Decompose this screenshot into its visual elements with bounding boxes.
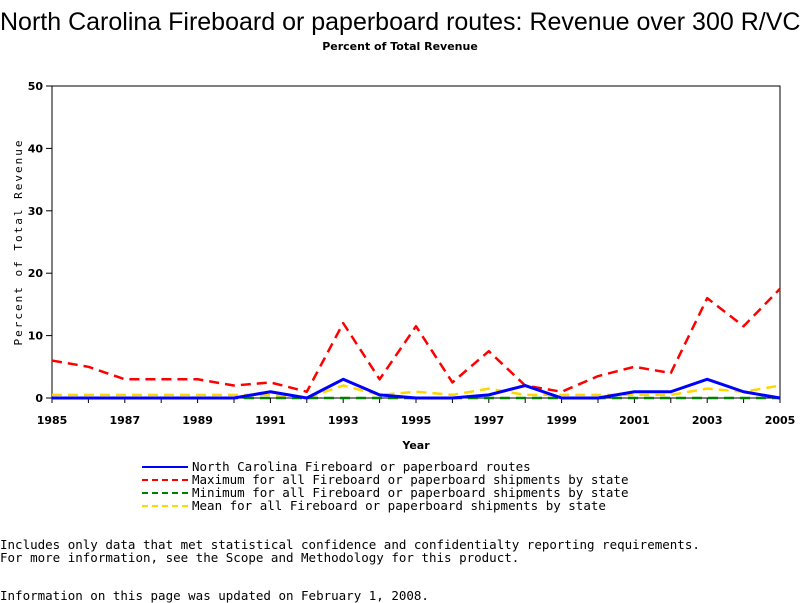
legend-item-maximum: Maximum for all Fireboard or paperboard …: [142, 472, 629, 487]
legend-item-mean: Mean for all Fireboard or paperboard shi…: [142, 498, 629, 513]
x-axis: 1985 1987 1989 1991 1993 1995 1997 1999 2001 2003…: [37, 398, 796, 427]
series-line-3: [52, 384, 781, 400]
y-tick-label: 30: [28, 205, 44, 218]
chart-title: North Carolina Fireboard or paperboard r…: [0, 8, 800, 36]
footnote-updated: Information on this page was updated on …: [0, 588, 429, 603]
x-tick-label: 1985: [37, 414, 68, 427]
x-tick-label: 1991: [255, 414, 286, 427]
chart-subtitle: Percent of Total Revenue: [322, 40, 478, 53]
footnote-confidence: Includes only data that met statistical …: [0, 537, 700, 552]
legend-label: Mean for all Fireboard or paperboard shi…: [192, 498, 606, 513]
x-tick-label: 1989: [182, 414, 213, 427]
y-tick-label: 20: [28, 267, 44, 280]
x-tick-label: 2003: [692, 414, 723, 427]
x-tick-label: 1987: [109, 414, 140, 427]
series-lines: [51, 287, 781, 400]
legend-swatch-red: [142, 478, 188, 481]
y-tick-label: 0: [35, 392, 43, 405]
y-tick-label: 50: [28, 80, 44, 93]
series-line-1: [51, 287, 781, 394]
legend: North Carolina Fireboard or paperboard r…: [142, 459, 629, 513]
legend-label: Maximum for all Fireboard or paperboard …: [192, 472, 629, 487]
y-tick-label: 40: [28, 142, 44, 155]
legend-swatch-green: [142, 491, 188, 494]
x-tick-label: 1995: [401, 414, 432, 427]
legend-item-minimum: Minimum for all Fireboard or paperboard …: [142, 485, 629, 500]
x-tick-label: 1997: [473, 414, 504, 427]
x-tick-label: 2001: [619, 414, 650, 427]
footnote-methodology: For more information, see the Scope and …: [0, 550, 520, 565]
line-chart: 0 10 20 30 40 50 1985 1987 1989 1991 1993 1995 1997…: [12, 80, 796, 452]
legend-item-north-carolina: North Carolina Fireboard or paperboard r…: [142, 459, 629, 474]
series-line-0: [52, 377, 781, 400]
y-axis: 0 10 20 30 40 50: [28, 80, 52, 405]
x-axis-label: Year: [401, 439, 430, 452]
x-tick-label: 1993: [328, 414, 359, 427]
legend-swatch-blue: [142, 465, 188, 468]
y-tick-label: 10: [28, 330, 44, 343]
y-axis-label: Percent of Total Revenue: [12, 139, 25, 346]
x-tick-label: 2005: [765, 414, 796, 427]
plot-frame: [51, 85, 781, 399]
x-tick-label: 1999: [546, 414, 577, 427]
legend-swatch-yellow: [142, 504, 188, 507]
legend-label: Minimum for all Fireboard or paperboard …: [192, 485, 629, 500]
legend-label: North Carolina Fireboard or paperboard r…: [192, 459, 531, 474]
